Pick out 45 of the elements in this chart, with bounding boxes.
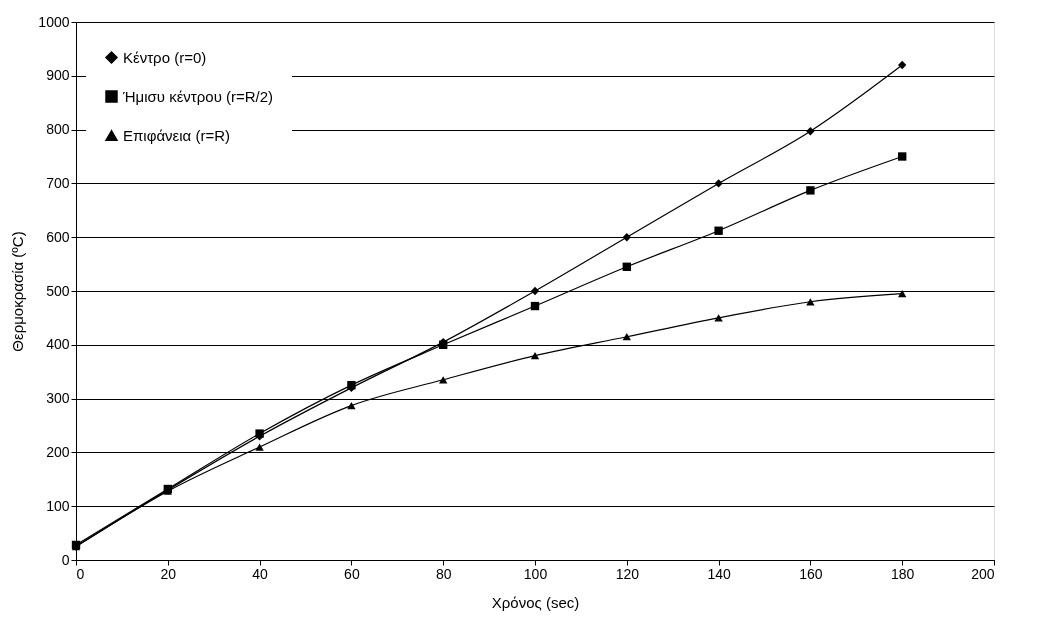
y-tick-label: 800 [46,121,70,138]
x-tick-label: 140 [707,565,731,582]
y-tick-label: 900 [46,67,70,84]
y-tick-label: 0 [61,551,70,568]
y-tick-label: 1000 [38,13,70,30]
x-tick-label: 120 [615,565,640,582]
point [714,314,723,322]
y-axis-title: Θερμοκρασία (ºC) [9,231,27,352]
point [622,333,631,341]
point [898,152,907,161]
x-tick-label: 100 [523,565,548,582]
point [806,127,815,136]
point [255,443,264,451]
x-axis-title: Χρόνος (sec) [491,593,580,611]
y-tick-label: 300 [46,390,70,407]
x-tick-label: 60 [344,565,360,582]
x-tick-label: 180 [891,565,915,582]
point [714,226,723,235]
y-tick-label: 400 [46,336,70,353]
x-tick-label: 0 [76,565,85,582]
point [622,262,631,271]
point [530,351,540,360]
point [806,186,815,195]
x-tick-label: 200 [971,565,995,582]
y-tick-label: 600 [46,228,70,245]
point [806,298,815,306]
point [898,290,907,298]
x-tick-label: 160 [799,565,823,582]
point [898,60,907,70]
x-tick-label: 40 [252,565,269,582]
point [622,233,631,242]
y-tick-label: 200 [46,443,70,460]
y-tick-label: 700 [46,174,70,191]
point [439,376,448,384]
point [530,286,540,296]
x-tick-label: 20 [160,565,177,582]
x-tick-label: 80 [435,565,452,582]
point [347,401,356,410]
y-tick-label: 100 [46,497,70,514]
legend-label: Κέντρο (r=0) [123,48,207,66]
legend-label: Επιφάνεια (r=R) [123,126,231,144]
point [714,179,723,188]
legend-label: Ήμισυ κέντρου (r=R/2) [122,87,274,105]
point [530,301,540,311]
y-tick-label: 500 [46,282,70,299]
